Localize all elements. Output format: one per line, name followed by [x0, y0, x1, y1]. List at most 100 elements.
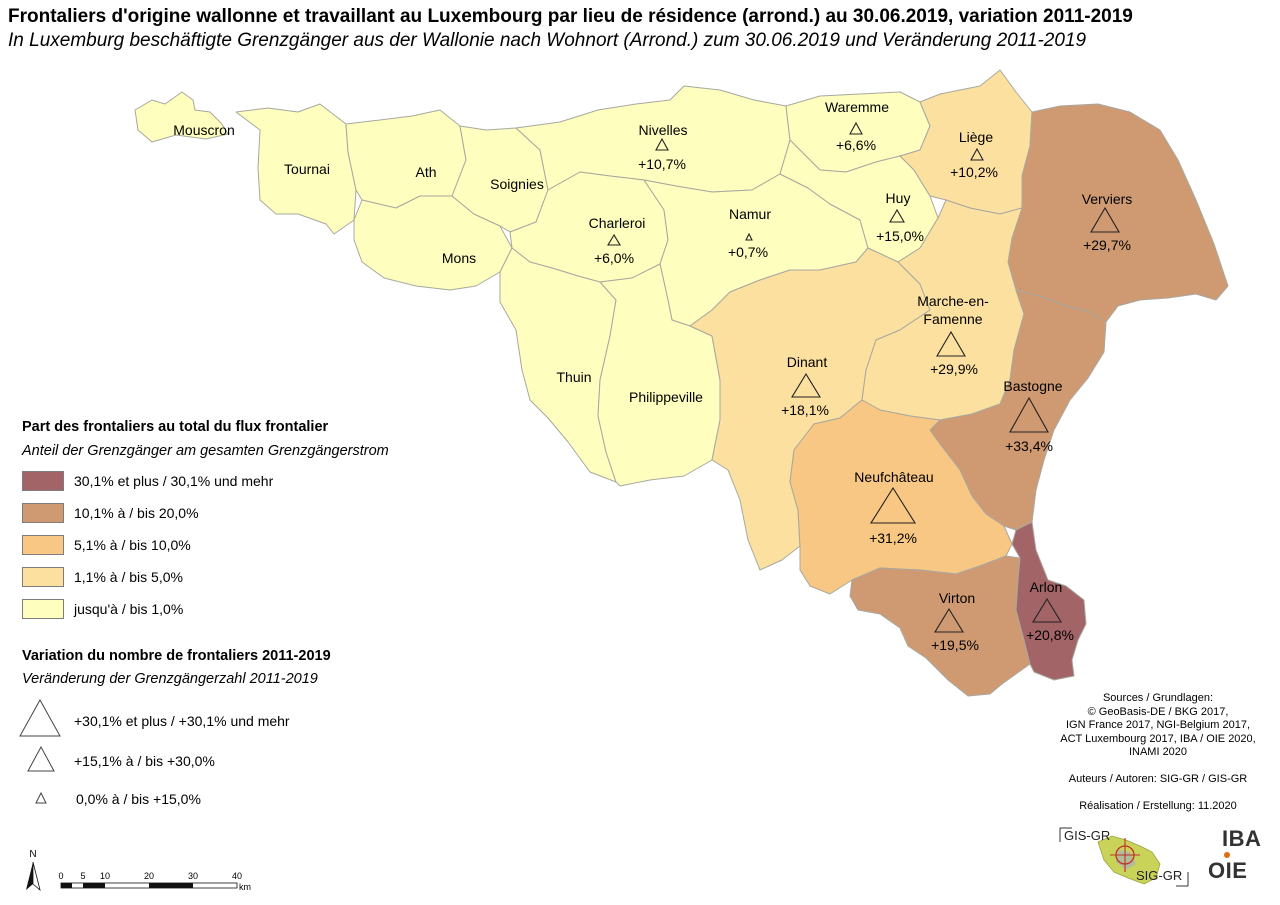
label-namur: Namur	[729, 206, 771, 222]
scale-tick-0: 0	[58, 871, 63, 881]
triangle-huy	[889, 208, 905, 223]
legend-change-label-large: +30,1% et plus / +30,1% und mehr	[74, 713, 290, 729]
map-title-fr: Frontaliers d'origine wallonne et travai…	[8, 6, 1133, 27]
label-verviers: Verviers	[1082, 191, 1133, 207]
legend-swatch-class-2	[22, 503, 64, 523]
label-philippeville: Philippeville	[629, 389, 703, 405]
legend-change-subtitle: Veränderung der Grenzgängerzahl 2011-201…	[22, 671, 318, 687]
value-neufchateau: +31,2%	[869, 530, 917, 546]
legend-change-label-small: 0,0% à / bis +15,0%	[76, 791, 201, 807]
oie-logo: OIE	[1208, 858, 1248, 883]
value-charleroi: +6,0%	[594, 250, 634, 266]
label-mouscron: Mouscron	[173, 122, 234, 138]
value-liege: +10,2%	[950, 164, 998, 180]
label-liege: Liège	[959, 129, 993, 145]
scale-tick-30: 30	[188, 871, 198, 881]
sources-line: ACT Luxembourg 2017, IBA / OIE 2020,	[1060, 732, 1256, 745]
region-virton	[849, 555, 1031, 697]
label-marche-line2: Famenne	[923, 311, 982, 327]
label-tournai: Tournai	[284, 161, 330, 177]
legend-change-title: Variation du nombre de frontaliers 2011-…	[22, 648, 331, 664]
region-philippeville	[597, 263, 721, 487]
triangle-nivelles	[655, 137, 669, 151]
label-nivelles: Nivelles	[638, 122, 687, 138]
legend-label-class-3: 5,1% à / bis 10,0%	[74, 537, 191, 553]
value-huy: +15,0%	[876, 228, 924, 244]
legend-label-class-4: 1,1% à / bis 5,0%	[74, 569, 183, 585]
label-bastogne: Bastogne	[1003, 378, 1062, 394]
region-arlon	[1011, 521, 1087, 681]
legend-swatch-class-4	[22, 567, 64, 587]
triangle-bastogne	[1009, 396, 1049, 433]
scale-tick-40: 40	[232, 871, 242, 881]
value-dinant: +18,1%	[781, 402, 829, 418]
label-neufchateau: Neufchâteau	[854, 469, 933, 485]
value-arlon: +20,8%	[1026, 627, 1074, 643]
scale-bar	[60, 882, 238, 889]
value-marche: +29,9%	[930, 361, 978, 377]
legend-triangle-medium	[27, 745, 55, 772]
legend-label-class-2: 10,1% à / bis 20,0%	[74, 505, 199, 521]
region-verviers	[1007, 103, 1229, 323]
value-waremme: +6,6%	[836, 137, 876, 153]
label-thuin: Thuin	[556, 369, 591, 385]
sig-gr-text: SIG-GR	[1136, 868, 1182, 883]
gis-gr-text: GIS-GR	[1064, 828, 1110, 843]
iba-logo-dot	[1224, 852, 1230, 858]
label-soignies: Soignies	[490, 176, 544, 192]
sources-spacer	[1040, 787, 1276, 801]
sources-line: IGN France 2017, NGI-Belgium 2017,	[1065, 719, 1251, 731]
legend-swatch-class-1	[22, 471, 64, 491]
triangle-liege	[970, 147, 984, 161]
triangle-neufchateau	[870, 486, 916, 524]
realisation-line: Réalisation / Erstellung: 11.2020	[1079, 800, 1237, 812]
region-nivelles	[515, 85, 791, 193]
label-ath: Ath	[415, 164, 436, 180]
legend-change-label-medium: +15,1% à / bis +30,0%	[74, 753, 215, 769]
triangle-waremme	[849, 121, 863, 135]
value-namur: +0,7%	[728, 244, 768, 260]
triangle-marche	[936, 330, 966, 357]
triangle-arlon	[1032, 597, 1062, 623]
scale-unit: km	[239, 882, 251, 892]
value-verviers: +29,7%	[1083, 237, 1131, 253]
sources-block: Sources / Grundlagen: © GeoBasis-DE / BK…	[1040, 692, 1276, 814]
label-charleroi: Charleroi	[589, 215, 646, 231]
label-arlon: Arlon	[1030, 579, 1063, 595]
legend-swatch-class-3	[22, 535, 64, 555]
triangle-charleroi	[607, 233, 621, 246]
sources-line: Sources / Grundlagen:	[1102, 692, 1214, 704]
triangle-verviers	[1090, 206, 1120, 233]
label-dinant: Dinant	[787, 354, 828, 370]
legend-share-title: Part des frontaliers au total du flux fr…	[22, 419, 329, 435]
map-title-de: In Luxemburg beschäftigte Grenzgänger au…	[8, 30, 1087, 51]
label-mons: Mons	[442, 250, 476, 266]
north-arrow	[26, 861, 41, 892]
legend-label-class-1: 30,1% et plus / 30,1% und mehr	[74, 473, 274, 489]
sources-line: © GeoBasis-DE / BKG 2017,	[1087, 705, 1229, 718]
value-virton: +19,5%	[931, 637, 979, 653]
triangle-dinant	[791, 372, 821, 398]
legend-triangle-small	[35, 791, 47, 804]
region-tournai	[235, 103, 357, 235]
value-nivelles: +10,7%	[638, 156, 686, 172]
region-bastogne	[929, 289, 1107, 531]
label-virton: Virton	[939, 590, 975, 606]
region-thuin	[499, 247, 617, 483]
triangle-namur	[745, 232, 753, 241]
sources-line: INAMI 2020	[1128, 746, 1188, 758]
north-label: N	[29, 849, 36, 860]
legend-label-class-5: jusqu'à / bis 1,0%	[74, 601, 184, 617]
triangle-virton	[934, 607, 964, 633]
legend-share-subtitle: Anteil der Grenzgänger am gesamten Grenz…	[22, 443, 389, 459]
scale-tick-5: 5	[80, 871, 85, 881]
legend-triangle-large	[19, 698, 61, 737]
region-mouscron	[134, 91, 229, 143]
scale-tick-20: 20	[144, 871, 154, 881]
label-marche-line1: Marche-en-	[917, 293, 989, 309]
authors-line: Auteurs / Autoren: SIG-GR / GIS-GR	[1068, 773, 1248, 785]
legend-swatch-class-5	[22, 599, 64, 619]
label-huy: Huy	[886, 190, 911, 206]
iba-logo: IBA	[1222, 826, 1262, 851]
